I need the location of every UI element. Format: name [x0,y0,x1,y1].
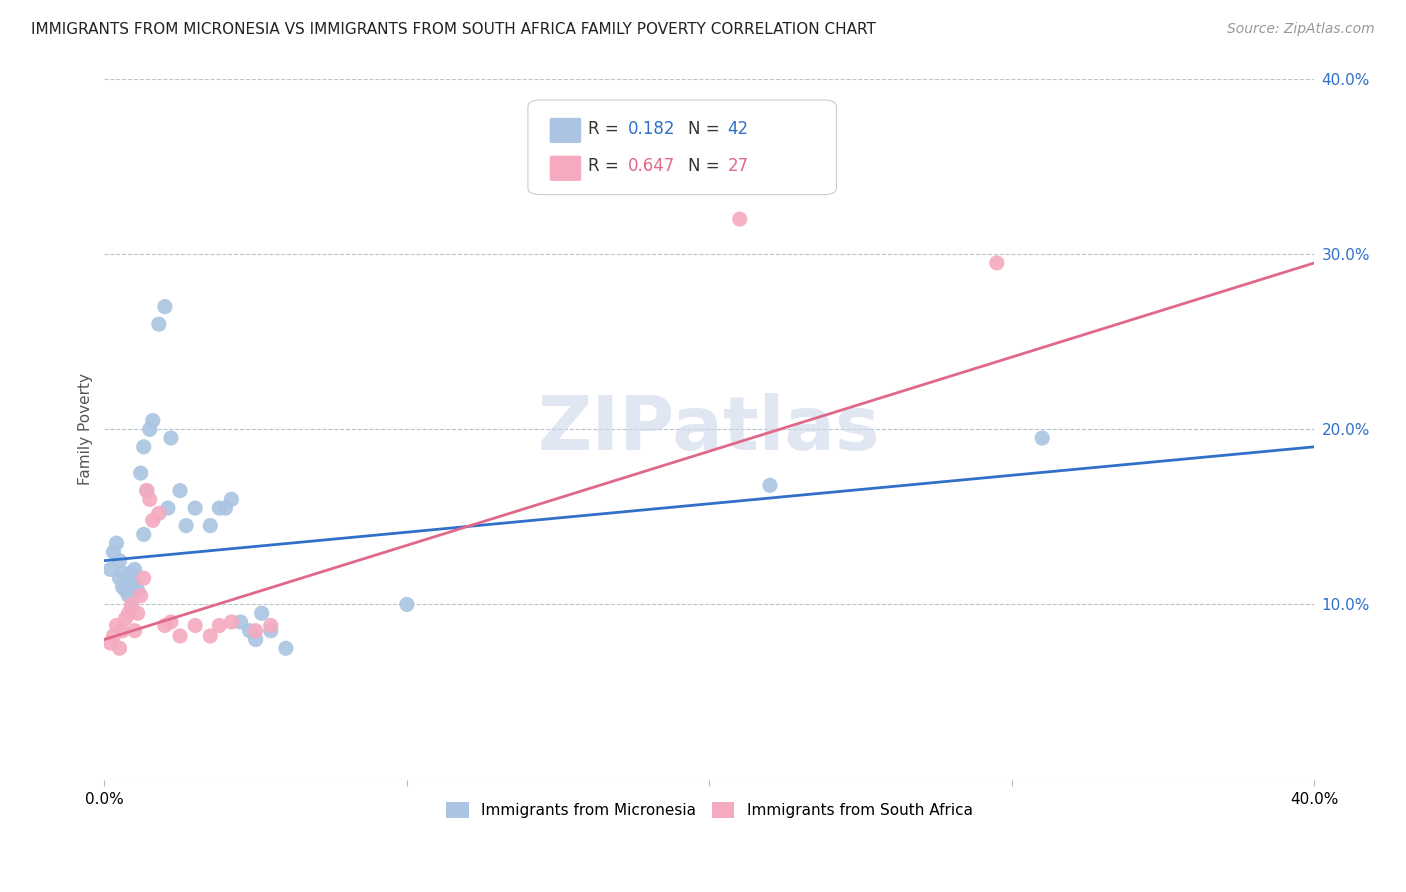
Point [208,501,231,516]
Point [103,629,125,643]
Text: ZIPatlas: ZIPatlas [538,392,880,466]
Point [139,492,162,507]
Point [108,571,131,585]
Point [111,580,134,594]
Point [117,589,139,603]
Point [169,483,191,498]
Point [114,611,136,625]
Point [100,636,122,650]
Point [100,562,122,576]
FancyBboxPatch shape [527,100,837,194]
Text: N =: N = [688,120,724,137]
Point [160,615,183,629]
Point [1031,431,1053,445]
Point [274,641,297,656]
Text: 27: 27 [727,157,749,175]
Point [124,576,146,591]
Point [239,624,262,638]
Point [229,615,252,629]
Text: 42: 42 [727,120,749,137]
Point [208,618,231,632]
Point [114,583,136,598]
Point [184,501,207,516]
Point [200,518,222,533]
Text: N =: N = [688,157,724,175]
Point [250,606,273,620]
Point [200,629,222,643]
Y-axis label: Family Poverty: Family Poverty [79,373,93,485]
Point [169,629,191,643]
Point [139,422,162,436]
Point [245,632,267,647]
Text: IMMIGRANTS FROM MICRONESIA VS IMMIGRANTS FROM SOUTH AFRICA FAMILY POVERTY CORREL: IMMIGRANTS FROM MICRONESIA VS IMMIGRANTS… [31,22,876,37]
Text: 0.182: 0.182 [628,120,676,137]
Point [260,618,283,632]
Point [184,618,207,632]
Point [108,554,131,568]
Point [127,583,149,598]
Point [114,576,136,591]
Point [245,624,267,638]
Point [132,571,155,585]
Text: R =: R = [589,157,624,175]
Point [221,615,243,629]
Point [124,624,146,638]
Point [127,606,149,620]
Point [129,589,152,603]
Point [728,212,751,227]
Point [148,317,170,331]
Point [111,566,134,580]
Point [121,598,143,612]
Point [111,624,134,638]
FancyBboxPatch shape [550,118,581,143]
Point [221,492,243,507]
Point [135,483,157,498]
Point [124,562,146,576]
Point [121,566,143,580]
Point [174,518,197,533]
Point [117,606,139,620]
Point [129,466,152,480]
Point [153,618,176,632]
Point [121,601,143,615]
Text: R =: R = [589,120,624,137]
FancyBboxPatch shape [550,156,581,181]
Point [986,256,1008,270]
Point [105,618,128,632]
Point [132,527,155,541]
Point [103,545,125,559]
Point [759,478,782,492]
Point [153,300,176,314]
Point [135,483,157,498]
Text: 0.647: 0.647 [628,157,676,175]
Point [160,431,183,445]
Point [142,413,165,427]
Point [148,507,170,521]
Legend: Immigrants from Micronesia, Immigrants from South Africa: Immigrants from Micronesia, Immigrants f… [440,797,979,824]
Text: Source: ZipAtlas.com: Source: ZipAtlas.com [1227,22,1375,37]
Point [156,501,179,516]
Point [260,624,283,638]
Point [132,440,155,454]
Point [142,513,165,527]
Point [108,641,131,656]
Point [395,598,418,612]
Point [214,501,236,516]
Point [105,536,128,550]
Point [117,571,139,585]
